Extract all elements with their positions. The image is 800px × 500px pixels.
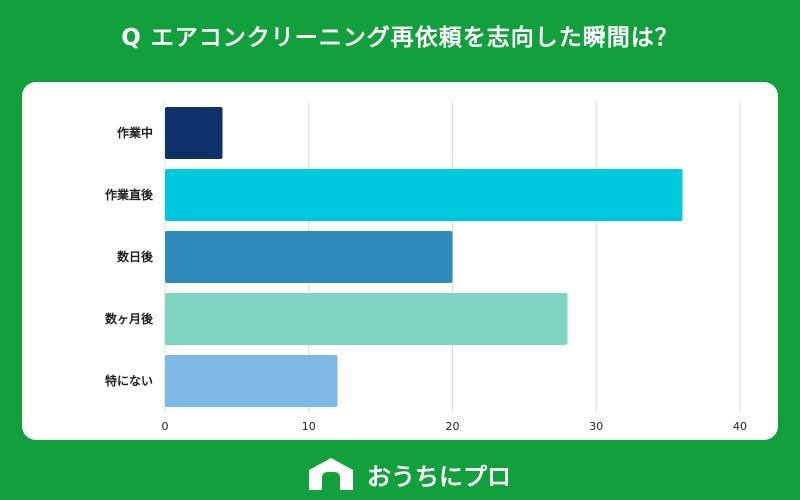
x-tick-label: 40	[733, 420, 747, 433]
category-label: 特にない	[105, 373, 153, 388]
bar-1	[165, 106, 223, 160]
x-tick-label: 0	[162, 420, 169, 433]
bar-5	[165, 354, 338, 408]
footer-brand: おうちにプロ	[305, 452, 511, 496]
chart-card: 0 10 20 30 40 作業中作業直後数日後数ヶ月後特にない	[22, 82, 778, 440]
category-label: 作業中	[117, 125, 153, 140]
category-label: 数ヶ月後	[105, 311, 154, 326]
brand-name: おうちにプロ	[367, 462, 511, 491]
house-logo-icon	[305, 454, 357, 494]
chart-title: Q エアコンクリーニング再依頼を志向した瞬間は？	[121, 25, 679, 51]
bar-3	[165, 230, 453, 284]
x-tick-label: 10	[302, 420, 316, 433]
x-tick-label: 30	[589, 420, 603, 433]
bar-4	[165, 292, 568, 346]
bar-2	[165, 168, 683, 222]
category-label: 作業直後	[105, 187, 154, 202]
x-tick-label: 20	[446, 420, 460, 433]
category-label: 数日後	[117, 249, 154, 264]
